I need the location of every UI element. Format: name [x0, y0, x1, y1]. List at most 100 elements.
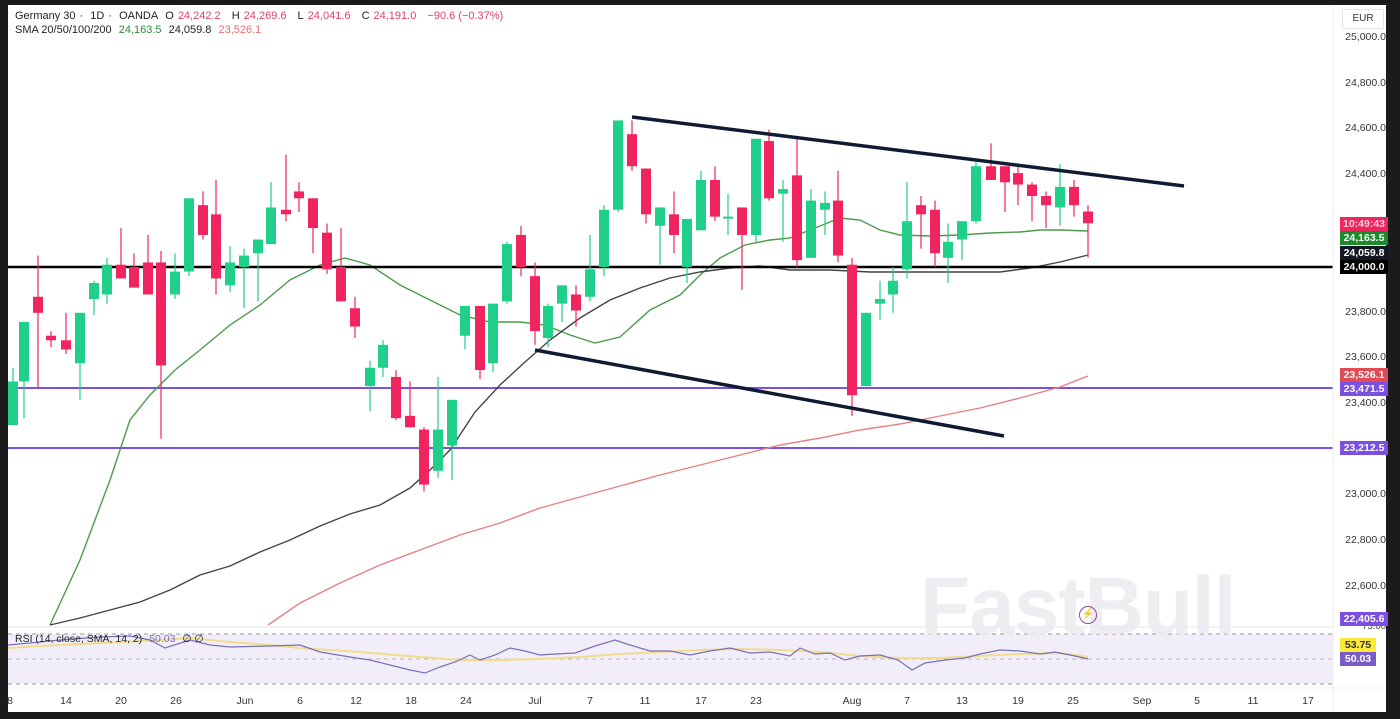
candle — [336, 267, 346, 302]
y-tick: 24,800.0 — [1345, 77, 1386, 89]
ohlc-change: −90.6 (−0.37%) — [427, 10, 504, 22]
candle — [682, 218, 692, 267]
candle — [378, 344, 388, 368]
symbol-name: Germany 30 — [15, 10, 76, 22]
candle — [75, 312, 85, 364]
candle — [723, 216, 733, 219]
ohlc-low: L 24,041.6 — [297, 10, 351, 22]
x-tick: 23 — [750, 695, 762, 707]
candle — [916, 205, 926, 215]
candle — [308, 198, 318, 229]
candle — [170, 271, 180, 295]
candle — [847, 264, 857, 396]
candle — [737, 207, 747, 235]
candle — [1000, 166, 1010, 183]
currency-button[interactable]: EUR — [1342, 9, 1384, 29]
candle — [641, 168, 651, 215]
x-tick: 7 — [904, 695, 910, 707]
candle — [488, 303, 498, 364]
candle — [8, 381, 18, 426]
sma100-tag: 23,526.1 — [1340, 368, 1388, 382]
x-tick: 25 — [1067, 695, 1079, 707]
support2-tag: 23,212.5 — [1340, 441, 1388, 455]
candle — [102, 264, 112, 295]
sma20-value: 24,163.5 — [118, 24, 162, 36]
y-tick: 22,600.0 — [1345, 580, 1386, 592]
candle — [1069, 186, 1079, 206]
candle — [350, 308, 360, 327]
candle — [1027, 184, 1037, 197]
candle — [599, 209, 609, 267]
candle — [1041, 196, 1051, 206]
candle — [751, 138, 761, 235]
candle — [19, 321, 29, 382]
timeframe: 1D — [90, 10, 105, 22]
candle — [184, 198, 194, 272]
sma-line — [49, 254, 1089, 626]
y-tick: 24,400.0 — [1345, 168, 1386, 180]
y-tick: 24,600.0 — [1345, 122, 1386, 134]
candle — [89, 283, 99, 300]
candle — [294, 191, 304, 199]
candles — [8, 120, 1093, 492]
sma-legend[interactable]: SMA 20/50/100/200 24,163.5 24,059.8 23,5… — [15, 24, 265, 36]
candle — [198, 205, 208, 235]
candle — [669, 214, 679, 235]
candle — [902, 221, 912, 270]
candle — [971, 166, 981, 222]
candle — [365, 367, 375, 387]
lower-trendline[interactable] — [534, 348, 1005, 438]
sma-label: SMA 20/50/100/200 — [15, 24, 112, 36]
candle — [875, 299, 885, 304]
broker: OANDA — [119, 10, 159, 22]
candle — [143, 262, 153, 295]
candle — [833, 200, 843, 256]
y-tick: 22,800.0 — [1345, 534, 1386, 546]
rsi-lines — [8, 635, 1089, 674]
x-tick: 24 — [460, 695, 472, 707]
candle — [943, 241, 953, 258]
sma50-tag: 24,059.8 — [1340, 246, 1388, 260]
candle — [239, 255, 249, 267]
candle — [433, 429, 443, 471]
candle — [764, 141, 774, 199]
candle — [281, 209, 291, 215]
candle — [655, 207, 665, 226]
candle — [1013, 173, 1023, 185]
x-tick: 19 — [1012, 695, 1024, 707]
lightning-icon[interactable]: ⚡ — [1079, 606, 1097, 624]
ohlc-close: C 24,191.0 — [361, 10, 417, 22]
symbol-legend[interactable]: Germany 30 · 1D · OANDA O 24,242.2 H 24,269.… — [15, 10, 504, 22]
ohlc-high: H 24,269.6 — [231, 10, 287, 22]
upper-trendline[interactable] — [631, 115, 1185, 188]
candle — [986, 166, 996, 180]
candle — [266, 207, 276, 245]
ohlc-open: O 24,242.2 — [165, 10, 221, 22]
candle — [405, 415, 415, 428]
candle — [211, 214, 221, 279]
candle — [391, 376, 401, 419]
candle — [116, 264, 126, 279]
candle — [930, 209, 940, 254]
x-tick: 6 — [297, 695, 303, 707]
countdown-tag: 10:49:43 — [1340, 217, 1388, 231]
sma50-value: 24,059.8 — [168, 24, 212, 36]
low-marker-tag: 22,405.6 — [1340, 612, 1388, 626]
rsi-label: RSI (14, close, SMA, 14, 2) — [15, 633, 143, 645]
y-tick: 23,000.0 — [1345, 488, 1386, 500]
chart-frame — [8, 5, 1386, 712]
y-tick: 23,400.0 — [1345, 397, 1386, 409]
candle — [46, 335, 56, 341]
x-tick: 8 — [7, 695, 13, 707]
price-chart[interactable] — [8, 5, 1386, 712]
rsi-legend[interactable]: RSI (14, close, SMA, 14, 2) 50.03 ∅ ∅ — [15, 633, 208, 645]
rsi-value: 50.03 — [149, 633, 176, 645]
candle — [253, 239, 263, 254]
candle — [156, 262, 166, 366]
candle — [820, 202, 830, 210]
candle — [888, 280, 898, 295]
x-tick: Sep — [1132, 695, 1152, 707]
y-tick: 23,800.0 — [1345, 306, 1386, 318]
y-tick: 23,600.0 — [1345, 351, 1386, 363]
candle — [1055, 186, 1065, 208]
